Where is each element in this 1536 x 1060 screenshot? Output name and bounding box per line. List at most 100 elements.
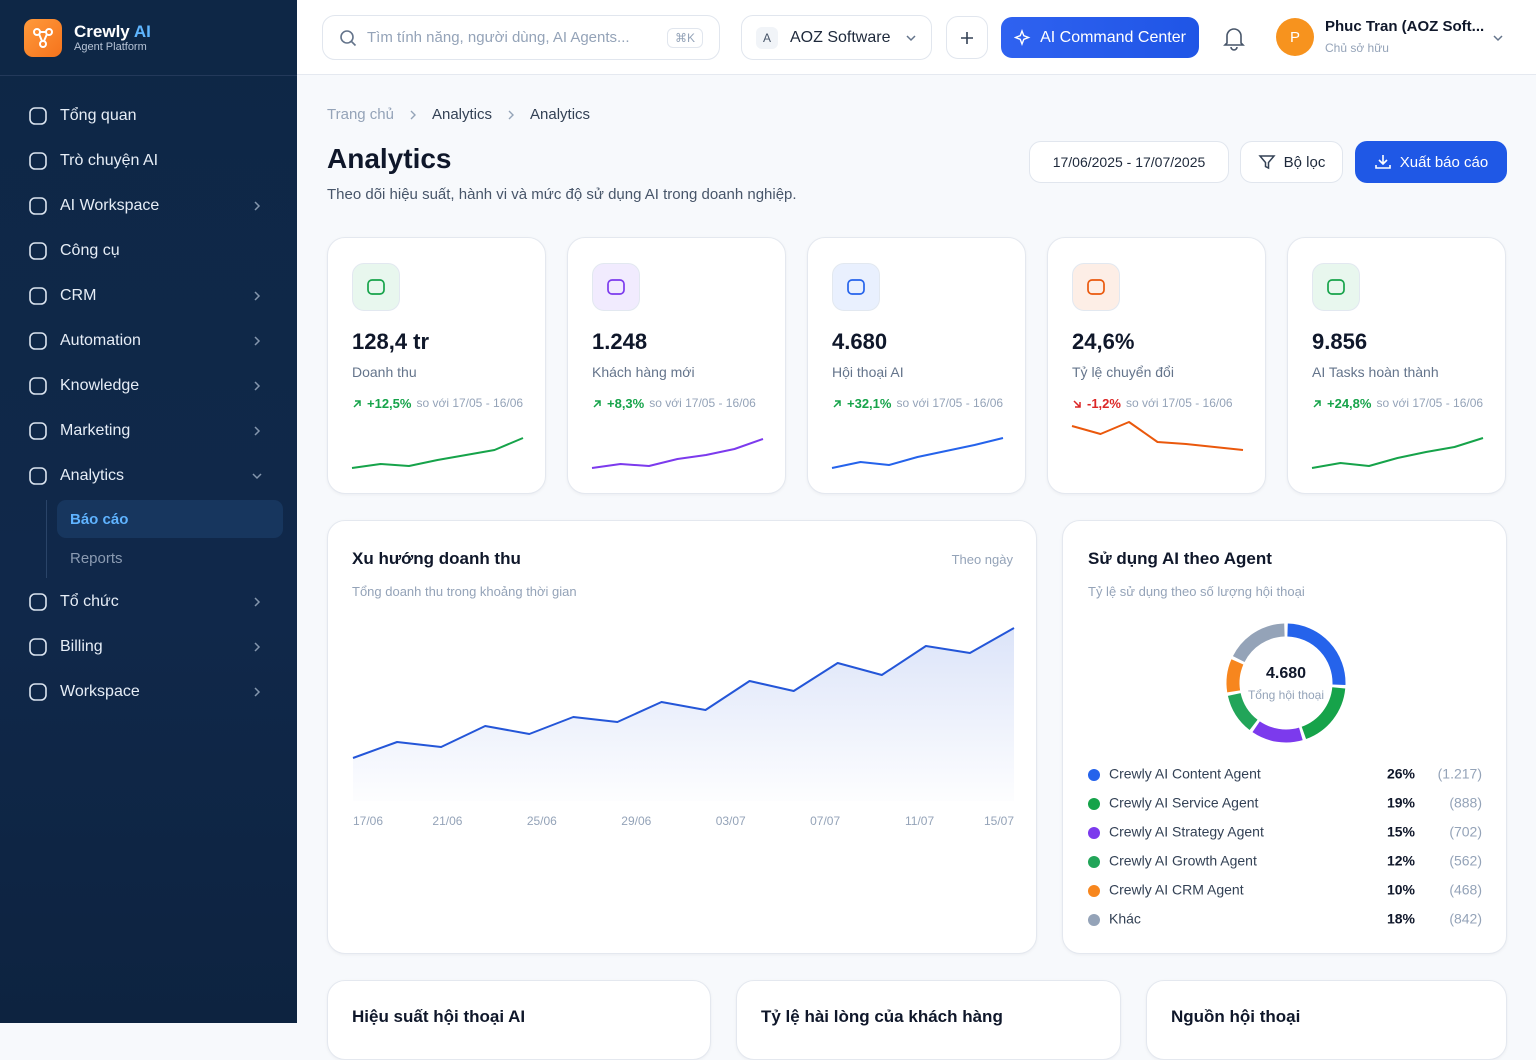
card-subtitle: Tổng doanh thu trong khoảng thời gian: [352, 584, 577, 599]
nav-item[interactable]: Trò chuyện AI: [28, 146, 273, 176]
nav-item[interactable]: CRM: [28, 281, 273, 311]
x-label: 17/06: [353, 814, 383, 828]
crumb[interactable]: Trang chủ: [327, 106, 394, 123]
subnav-item[interactable]: Báo cáo: [57, 500, 283, 538]
x-label: 07/07: [810, 814, 840, 828]
nav-item[interactable]: Marketing: [28, 416, 273, 446]
nav-label: Automation: [60, 332, 141, 349]
nav-item[interactable]: Billing: [28, 632, 273, 662]
x-label: 15/07: [984, 814, 1014, 828]
nav-item[interactable]: AI Workspace: [28, 191, 273, 221]
legend-count: (468): [1449, 882, 1482, 898]
export-button[interactable]: Xuất báo cáo: [1355, 141, 1507, 183]
graphic: [29, 467, 47, 485]
kpi-label: AI Tasks hoàn thành: [1312, 364, 1439, 380]
graphic: [367, 279, 385, 295]
page-subtitle: Theo dõi hiệu suất, hành vi và mức độ sử…: [327, 186, 797, 203]
legend-dot: [1088, 914, 1100, 926]
filter-icon: [1258, 155, 1276, 170]
graphic: [254, 336, 261, 346]
legend-name: Crewly AI Strategy Agent: [1109, 824, 1264, 840]
nav-item[interactable]: Tổng quan: [28, 101, 273, 131]
nav-item[interactable]: Workspace: [28, 677, 273, 707]
trend-arrow: [593, 399, 601, 408]
period[interactable]: Theo ngày: [951, 552, 1013, 567]
icon-glyph: [367, 279, 385, 295]
graphic: [29, 332, 47, 350]
filter-button[interactable]: Bộ lọc: [1240, 141, 1343, 183]
graphic: [254, 201, 261, 211]
kpi-compare: so với 17/05 - 16/06: [896, 396, 1004, 410]
kpi-change-row: +32,1% so với 17/05 - 16/06: [832, 394, 1007, 413]
icon-glyph: [1087, 279, 1105, 295]
nav-icon: [29, 593, 47, 611]
graphic: [252, 473, 262, 480]
user-role: Chủ sở hữu: [1325, 41, 1389, 55]
nav-icon: [29, 107, 47, 125]
legend-name: Crewly AI CRM Agent: [1109, 882, 1244, 898]
legend-count: (562): [1449, 853, 1482, 869]
kpi-change: +8,3%: [607, 396, 645, 411]
bell-icon[interactable]: [1220, 24, 1248, 52]
sparkline: [351, 437, 524, 469]
download-icon: [1374, 155, 1391, 169]
graphic: [29, 242, 47, 260]
crumb[interactable]: Analytics: [431, 106, 493, 123]
kpi-compare: so với 17/05 - 16/06: [416, 396, 524, 410]
area: [353, 628, 1014, 801]
legend-count: (888): [1449, 795, 1482, 811]
nav-label: Analytics: [60, 467, 125, 484]
kpi-change-row: -1,2% so với 17/05 - 16/06: [1072, 394, 1247, 413]
nav-icon: [29, 638, 47, 656]
org-select[interactable]: A AOZ Software: [741, 15, 932, 60]
kpi-label: Khách hàng mới: [592, 364, 695, 380]
kpi-icon: [832, 263, 880, 311]
graphic: [1313, 399, 1321, 408]
icon-glyph: [607, 279, 625, 295]
icon-glyph: [847, 279, 865, 295]
card-title: Hiệu suất hội thoại AI: [352, 1007, 526, 1026]
kpi-label: Hội thoại AI: [832, 364, 904, 380]
trend-arrow: [1073, 399, 1081, 408]
donut-segment: [1226, 659, 1244, 693]
graphic: [29, 593, 47, 611]
graphic: [29, 422, 47, 440]
nav-label: AI Workspace: [60, 197, 160, 214]
donut-segment: [1227, 692, 1258, 731]
kpi-change: +24,8%: [1327, 396, 1372, 411]
chevron: [254, 291, 261, 301]
command-button[interactable]: AI Command Center: [1001, 17, 1199, 58]
trend-arrow: [353, 399, 361, 408]
card-title: Xu hướng doanh thu: [352, 549, 521, 568]
nav-label: Billing: [60, 638, 103, 655]
divider: [0, 75, 297, 76]
legend-count: (702): [1449, 824, 1482, 840]
search-box[interactable]: Tìm tính năng, người dùng, AI Agents... …: [322, 15, 720, 60]
card-title: Sử dụng AI theo Agent: [1088, 549, 1272, 568]
date-range[interactable]: 17/06/2025 - 17/07/2025: [1029, 141, 1229, 183]
kpi-value: 128,4 tr: [352, 329, 430, 354]
nav-item[interactable]: Tổ chức: [28, 587, 273, 617]
add-button[interactable]: [946, 16, 988, 59]
legend-dot: [1088, 885, 1100, 897]
chevron: [1493, 35, 1503, 42]
graphic: [351, 437, 524, 469]
kpi-card: 4.680 Hội thoại AI +32,1% so với 17/05 - 16…: [807, 237, 1026, 494]
nav-item[interactable]: Công cụ: [28, 236, 273, 266]
nav-icon: [29, 287, 47, 305]
page-title: Analytics: [327, 143, 452, 174]
nav-item[interactable]: Analytics: [28, 461, 273, 491]
kpi-icon: [592, 263, 640, 311]
graphic: [254, 642, 261, 652]
search-placeholder: Tìm tính năng, người dùng, AI Agents...: [367, 29, 630, 46]
nav-label: Trò chuyện AI: [60, 152, 159, 169]
sparkline: [1311, 437, 1484, 469]
crumb[interactable]: Analytics: [530, 106, 591, 123]
user-avatar[interactable]: P: [1276, 18, 1314, 56]
subnav-item[interactable]: Reports: [70, 549, 123, 567]
nav-item[interactable]: Knowledge: [28, 371, 273, 401]
nav-item[interactable]: Automation: [28, 326, 273, 356]
legend-dot: [1088, 827, 1100, 839]
kpi-compare: so với 17/05 - 16/06: [1376, 396, 1484, 410]
donut-segment: [1287, 623, 1346, 685]
